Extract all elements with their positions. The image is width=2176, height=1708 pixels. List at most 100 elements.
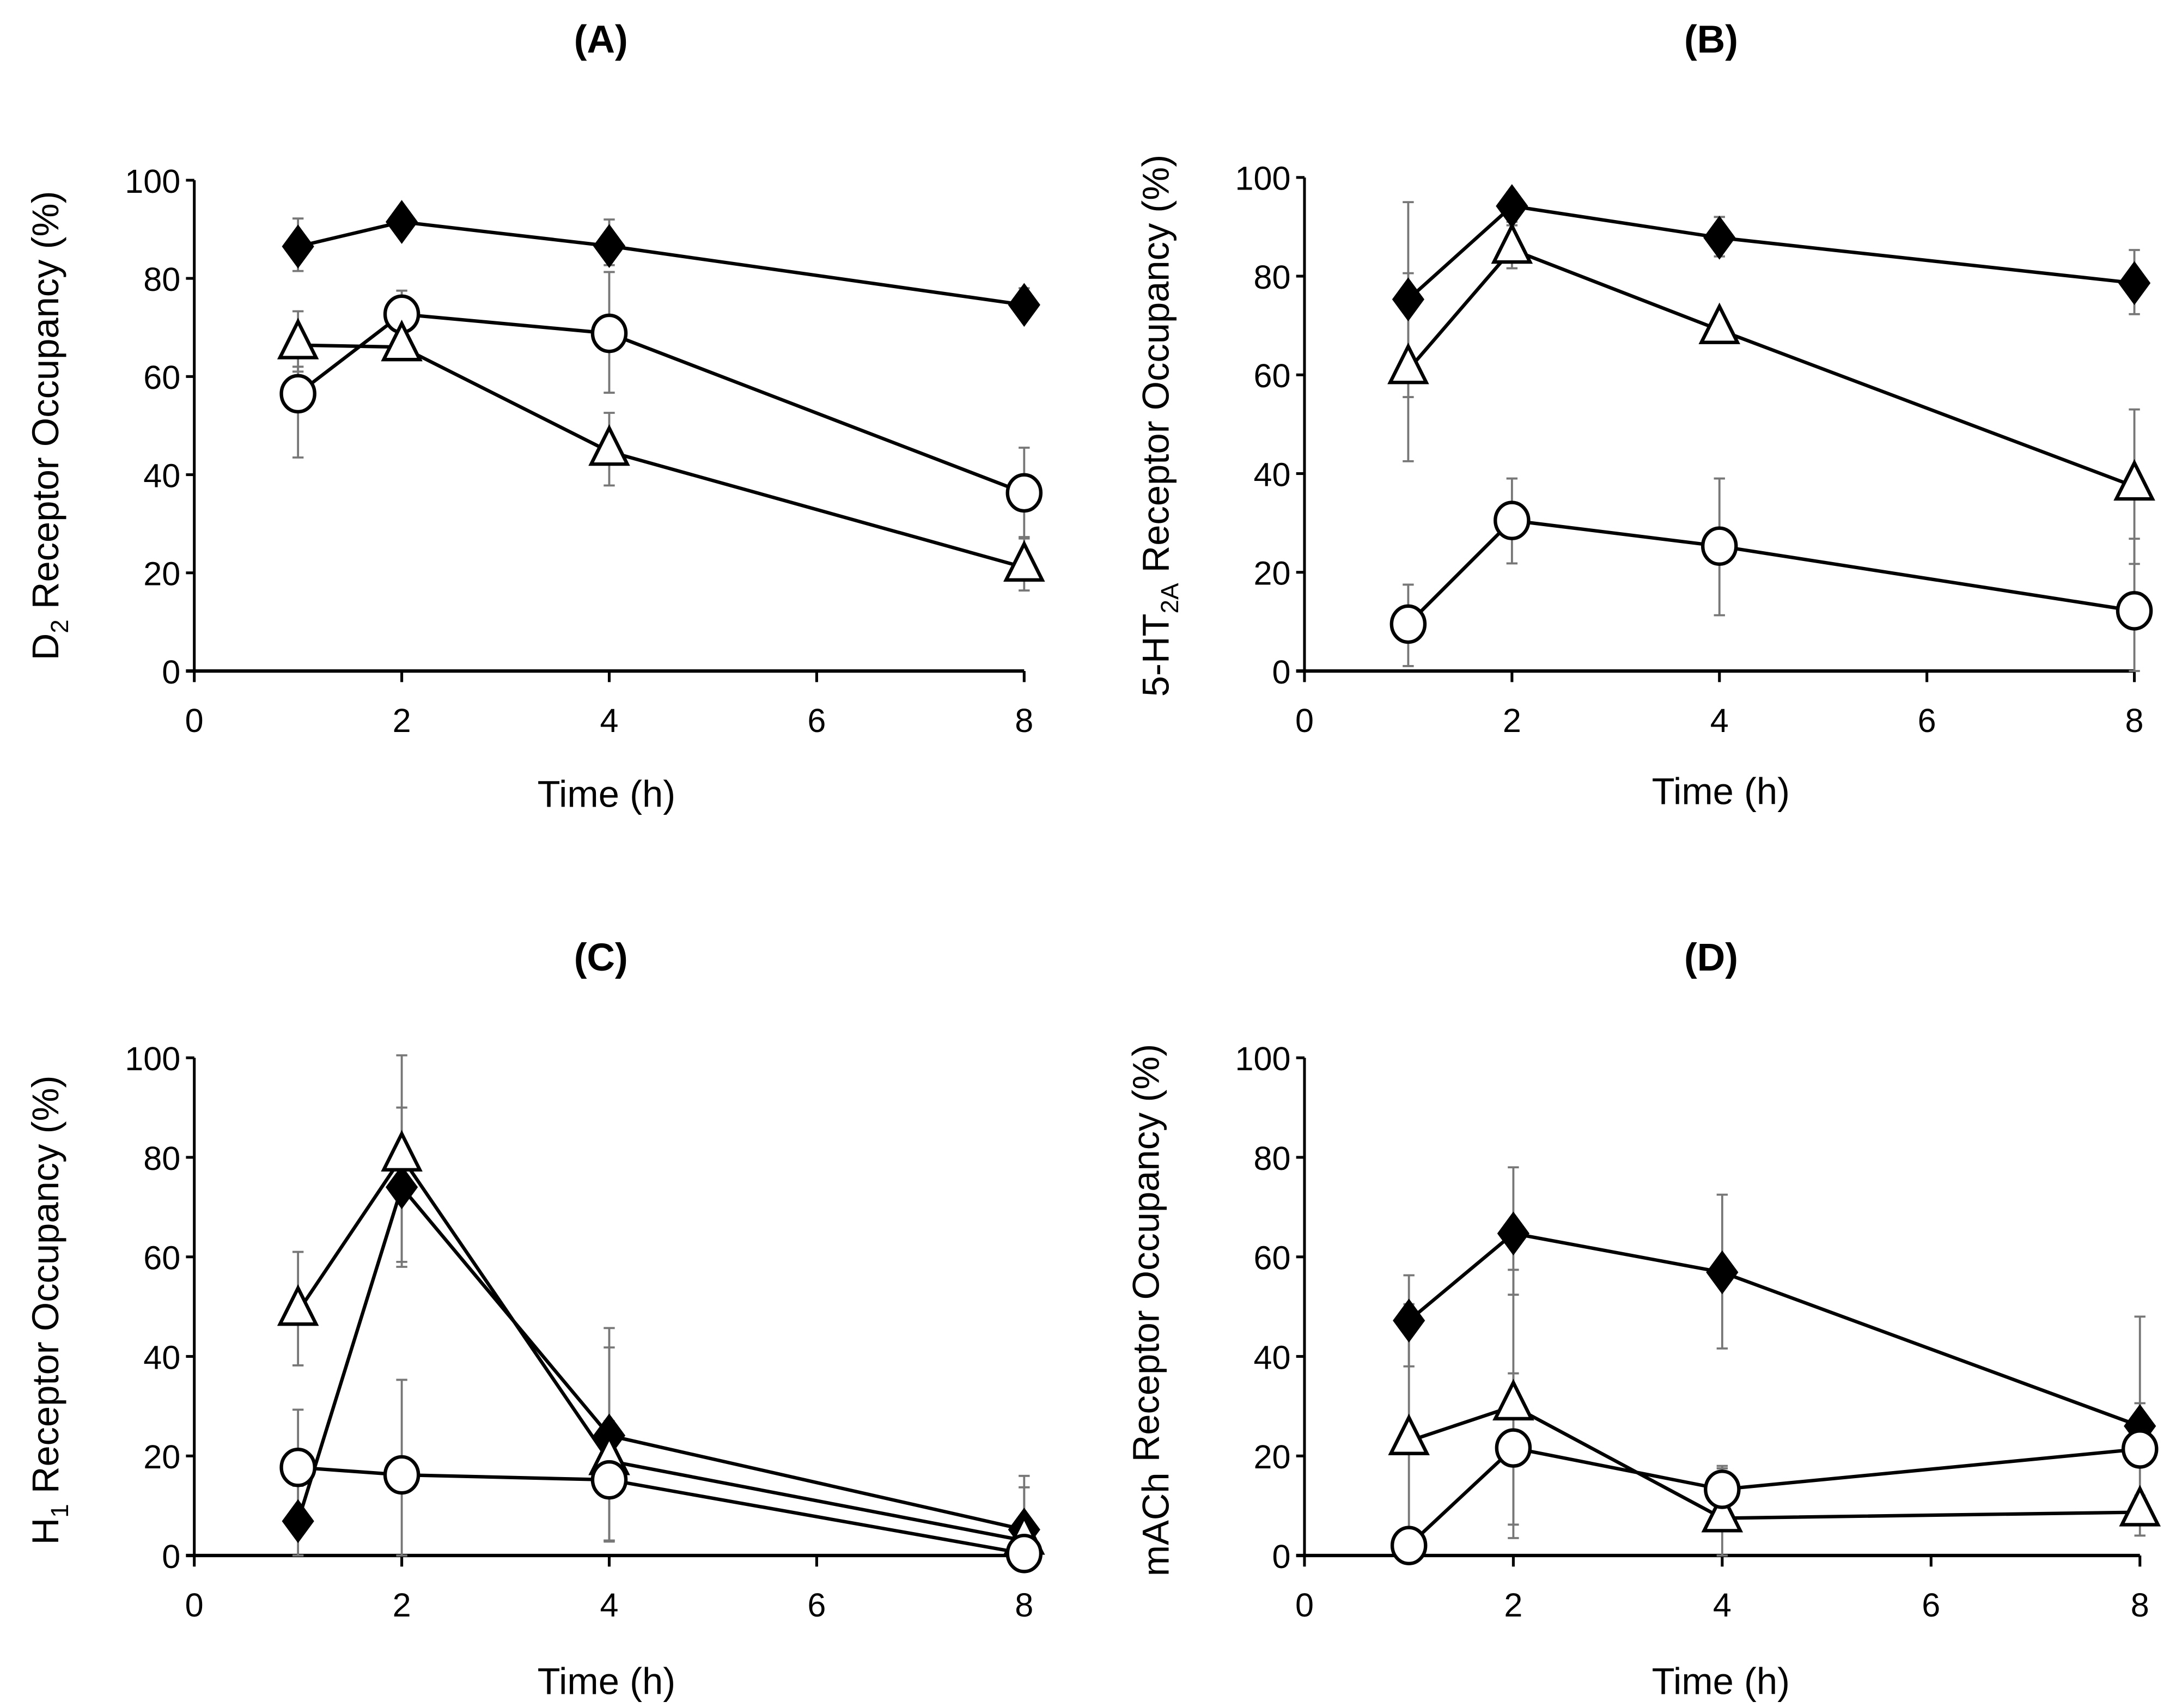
y-tick-label: 0	[1272, 1538, 1290, 1575]
panel-c: (C) Time (h) H1 Receptor Occupancy (%) 0…	[25, 936, 1045, 1703]
circle-marker	[590, 313, 628, 353]
y-tick-label: 40	[143, 457, 180, 494]
y-tick-label: 40	[1253, 456, 1290, 493]
triangle-series-line	[298, 343, 1025, 569]
triangle-marker	[588, 424, 630, 466]
ylabel-sub: 2	[46, 619, 74, 633]
y-tick-label: 100	[125, 1040, 180, 1077]
panel-b-title: (B)	[1684, 18, 1738, 62]
triangle-marker	[381, 1130, 423, 1172]
x-tick-label: 0	[185, 702, 204, 739]
diamond-marker	[1392, 277, 1425, 321]
x-tick-label: 0	[1295, 1587, 1314, 1624]
panel-a-xlabel: Time (h)	[538, 773, 675, 815]
triangle-marker	[277, 1284, 319, 1326]
y-tick-label: 80	[1253, 259, 1290, 296]
x-tick-label: 6	[1922, 1587, 1940, 1624]
diamond-marker	[1706, 1250, 1739, 1295]
panel-a: (A) Time (h) D2 Receptor Occupancy (%) 0…	[25, 18, 1045, 815]
diamond-marker	[2118, 261, 2151, 306]
x-tick-label: 2	[393, 1587, 411, 1624]
circle-series-line	[1407, 1446, 2141, 1547]
x-tick-label: 2	[1503, 702, 1521, 739]
circle-marker	[590, 1460, 628, 1500]
y-tick-label: 40	[1253, 1339, 1290, 1376]
diamond-marker	[1703, 216, 1736, 260]
ylabel-sub: 1	[46, 1504, 74, 1517]
circle-marker	[1704, 1469, 1741, 1509]
y-tick-label: 100	[125, 163, 180, 200]
triangle-marker	[1698, 302, 1741, 344]
ylabel-main: H	[25, 1518, 66, 1545]
panel-d-ylabel: mACh Receptor Occupancy (%)	[1125, 1044, 1177, 1577]
y-tick-label: 80	[1253, 1140, 1290, 1177]
y-tick-label: 20	[1253, 1438, 1290, 1475]
triangle-marker	[1388, 1413, 1430, 1455]
triangle-marker	[2113, 459, 2155, 501]
panel-d-title: (D)	[1684, 936, 1738, 979]
panel-c-title: (C)	[574, 936, 628, 979]
circle-marker	[1005, 1534, 1043, 1573]
diamond-series-line	[1407, 1231, 2141, 1428]
circle-marker	[279, 374, 316, 414]
x-tick-label: 4	[1710, 702, 1729, 739]
panel-a-title: (A)	[574, 18, 628, 62]
circle-marker	[1494, 501, 1531, 540]
diamond-marker	[1393, 1298, 1425, 1343]
ylabel-main: 5-HT	[1135, 613, 1177, 697]
triangle-marker	[381, 319, 423, 362]
plot-area: 0 20 40 60 80 100 0 2 4 6 8	[125, 163, 1045, 739]
y-tick-label: 80	[143, 261, 180, 298]
x-tick-label: 6	[1918, 702, 1936, 739]
y-tick-label: 40	[143, 1339, 180, 1376]
panel-b-xlabel: Time (h)	[1652, 770, 1790, 812]
x-tick-label: 0	[1295, 702, 1314, 739]
y-tick-label: 20	[143, 556, 180, 593]
diamond-marker	[385, 200, 418, 244]
panel-d: (D) Time (h) mACh Receptor Occupancy (%)…	[1125, 936, 2161, 1703]
ylabel-main: mACh	[1135, 1472, 1177, 1576]
circle-marker	[1495, 1428, 1532, 1468]
ylabel-rest: Receptor Occupancy (%)	[1125, 1044, 1167, 1473]
diamond-marker	[1008, 283, 1040, 327]
x-tick-label: 4	[1713, 1587, 1732, 1624]
plot-area: 0 20 40 60 80 100 0 2 4 6 8	[1235, 160, 2155, 739]
x-tick-label: 2	[1504, 1587, 1522, 1624]
ylabel-main: D	[25, 633, 66, 661]
x-tick-label: 0	[185, 1587, 204, 1624]
x-tick-label: 8	[1015, 702, 1033, 739]
plot-area: 0 20 40 60 80 100 0 2 4 6 8	[125, 1040, 1045, 1624]
diamond-marker	[1496, 184, 1528, 228]
triangle-series-line	[1408, 1404, 2140, 1520]
diamond-marker	[1497, 1211, 1530, 1256]
triangle-marker	[1492, 1378, 1534, 1420]
panel-b-ylabel: 5-HT2A Receptor Occupancy (%)	[1135, 155, 1184, 697]
x-tick-label: 8	[2131, 1587, 2149, 1624]
panel-c-ylabel: H1 Receptor Occupancy (%)	[25, 1076, 74, 1545]
circle-series-line	[1407, 518, 2135, 626]
diamond-series-line	[297, 220, 1025, 307]
x-tick-label: 4	[600, 702, 618, 739]
panel-a-ylabel: D2 Receptor Occupancy (%)	[25, 191, 74, 661]
y-tick-label: 80	[143, 1140, 180, 1177]
panel-d-xlabel: Time (h)	[1652, 1661, 1790, 1703]
triangle-marker	[1387, 342, 1429, 385]
triangle-marker	[2119, 1485, 2161, 1527]
panel-b: (B) Time (h) 5-HT2A Receptor Occupancy (…	[1135, 18, 2155, 812]
y-tick-label: 100	[1235, 1040, 1290, 1077]
diamond-marker	[593, 224, 626, 268]
circle-marker	[1389, 604, 1427, 644]
ylabel-sub: 2A	[1156, 583, 1184, 613]
x-tick-label: 6	[807, 702, 826, 739]
circle-marker	[1390, 1526, 1428, 1565]
y-tick-label: 20	[143, 1438, 180, 1475]
ylabel-rest: Receptor Occupancy (%)	[25, 191, 66, 620]
circle-marker	[2116, 591, 2153, 631]
diamond-marker	[282, 224, 314, 269]
circle-marker	[1005, 473, 1043, 513]
y-tick-label: 60	[143, 1240, 180, 1277]
plot-area: 0 20 40 60 80 100 0 2 4 6 8	[1235, 1040, 2161, 1624]
circle-marker	[2121, 1429, 2159, 1469]
triangle-series-line	[1406, 247, 2135, 489]
circle-series-line	[297, 1466, 1025, 1555]
